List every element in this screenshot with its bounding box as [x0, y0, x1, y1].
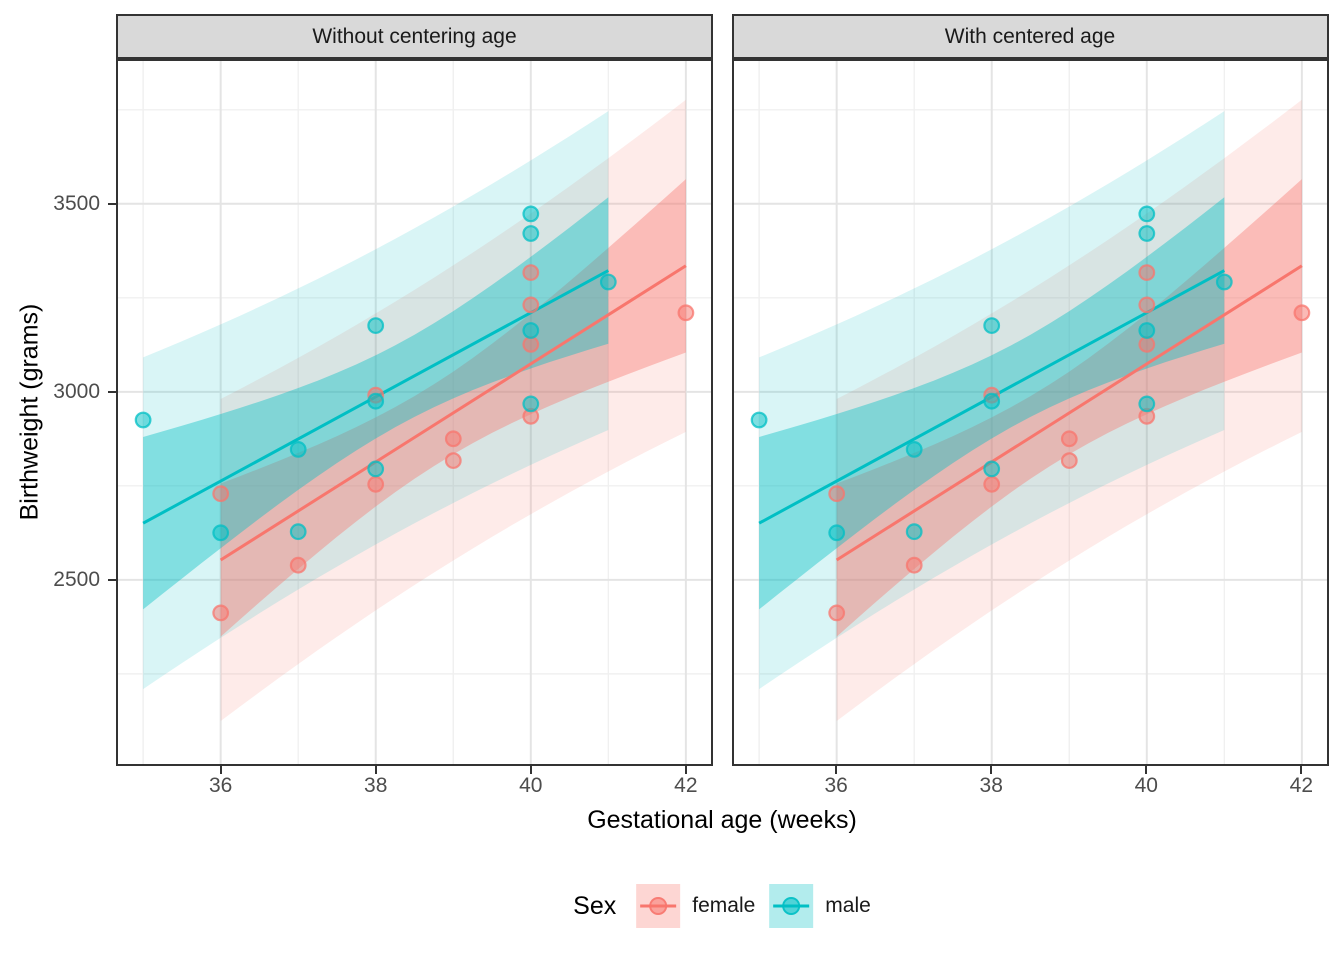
- x-tick-mark: [835, 766, 838, 774]
- data-point-male: [750, 411, 767, 429]
- x-tick-label: 38: [979, 774, 1003, 797]
- facet-panel-left: [116, 59, 713, 771]
- legend-key-female-icon: [636, 884, 681, 928]
- legend-key-male-point: [782, 897, 801, 915]
- facet-strip-left: Without centering age: [116, 14, 713, 59]
- data-point-male: [1137, 205, 1155, 223]
- data-point-male: [289, 523, 307, 541]
- legend-title: Sex: [573, 891, 617, 920]
- data-point-male: [289, 441, 307, 458]
- data-point-female: [1060, 430, 1078, 448]
- x-tick-mark: [1145, 766, 1148, 774]
- y-tick-label: 3500: [53, 191, 100, 215]
- x-tick-mark: [1300, 766, 1303, 774]
- panel-border: [731, 59, 1329, 766]
- data-point-male: [367, 392, 385, 410]
- data-point-female: [1137, 296, 1155, 314]
- data-point-female: [1137, 264, 1155, 282]
- data-point-female: [444, 430, 462, 448]
- data-point-male: [522, 225, 540, 242]
- data-point-female: [212, 604, 230, 622]
- facet-strip-left-label: Without centering age: [312, 24, 517, 48]
- confidence-band-female: [220, 179, 686, 637]
- data-point-female: [367, 475, 385, 493]
- data-point-male: [1137, 322, 1155, 339]
- x-tick-mark: [219, 766, 222, 774]
- y-axis-title: Birthweight (grams): [15, 303, 44, 521]
- data-point-female: [289, 556, 307, 574]
- y-tick-mark: [108, 390, 116, 393]
- data-point-male: [905, 523, 923, 541]
- x-tick-label: 42: [674, 774, 698, 797]
- x-tick-label: 38: [364, 774, 388, 797]
- data-point-male: [134, 411, 152, 429]
- prediction-band-female: [836, 99, 1302, 721]
- data-point-female: [444, 452, 462, 470]
- data-point-male: [367, 460, 385, 478]
- x-tick-label: 40: [1134, 774, 1158, 797]
- x-tick-label: 42: [1289, 774, 1314, 797]
- legend: Sex female male: [573, 884, 871, 928]
- data-point-female: [522, 336, 540, 353]
- facet-panel-right: [731, 59, 1329, 771]
- facet-strip-right: With centered age: [731, 14, 1329, 59]
- data-point-male: [1215, 273, 1233, 291]
- y-tick-mark: [108, 202, 116, 205]
- data-point-female: [827, 485, 845, 503]
- regression-line-female: [219, 264, 687, 562]
- legend-label-female: female: [692, 894, 756, 917]
- x-axis-title: Gestational age (weeks): [587, 806, 857, 834]
- data-point-male: [982, 392, 1000, 410]
- data-point-female: [1060, 452, 1078, 470]
- data-point-female: [905, 556, 923, 574]
- confidence-band-female: [836, 179, 1302, 637]
- legend-key-female-point: [649, 897, 668, 915]
- x-tick-mark: [529, 766, 532, 774]
- data-point-female: [1293, 304, 1310, 322]
- data-point-male: [367, 317, 385, 335]
- data-point-female: [1137, 336, 1155, 353]
- data-point-female: [982, 475, 1000, 493]
- regression-line-female: [835, 264, 1303, 562]
- data-point-male: [1137, 225, 1155, 242]
- facet-strip-right-label: With centered age: [944, 24, 1116, 48]
- legend-key-male-icon: [769, 884, 814, 928]
- data-point-male: [905, 441, 923, 458]
- data-point-male: [827, 524, 845, 542]
- y-tick-mark: [108, 578, 116, 581]
- data-point-male: [522, 322, 540, 339]
- panel-plot-area-0: [116, 59, 713, 766]
- data-point-male: [599, 273, 617, 291]
- x-tick-label: 36: [208, 774, 233, 797]
- data-point-male: [522, 395, 540, 413]
- data-point-male: [522, 205, 540, 223]
- x-tick-label: 40: [519, 774, 543, 797]
- x-tick-mark: [684, 766, 687, 774]
- y-tick-label: 3000: [53, 379, 100, 403]
- data-point-female: [212, 485, 230, 503]
- data-point-female: [827, 604, 845, 622]
- data-point-female: [522, 264, 540, 282]
- x-tick-mark: [374, 766, 377, 774]
- data-point-male: [982, 317, 1000, 335]
- data-point-male: [212, 524, 230, 542]
- data-point-female: [522, 296, 540, 314]
- panel-plot-area-1: [731, 59, 1329, 766]
- legend-item-male: male: [769, 884, 871, 928]
- x-tick-label: 36: [824, 774, 848, 797]
- data-point-female: [677, 304, 695, 322]
- prediction-band-female: [220, 99, 686, 721]
- legend-label-male: male: [825, 894, 871, 917]
- x-tick-mark: [990, 766, 993, 774]
- legend-item-female: female: [636, 884, 755, 928]
- data-point-male: [1137, 395, 1155, 413]
- panel-border: [116, 59, 713, 766]
- y-tick-label: 2500: [53, 567, 100, 591]
- data-point-male: [982, 460, 1000, 478]
